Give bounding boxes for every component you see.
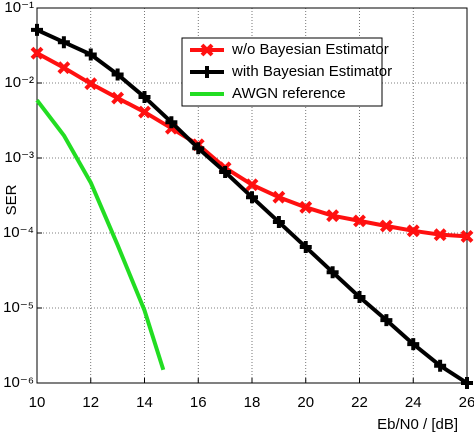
x-tick-label: 18 bbox=[244, 394, 261, 411]
marker bbox=[138, 91, 151, 104]
marker bbox=[192, 142, 205, 155]
marker bbox=[111, 68, 124, 81]
marker bbox=[272, 216, 285, 229]
x-tick-label: 14 bbox=[136, 394, 153, 411]
marker bbox=[201, 66, 213, 78]
marker bbox=[272, 190, 286, 204]
marker bbox=[111, 91, 125, 105]
marker bbox=[57, 36, 70, 49]
x-tick-label: 26 bbox=[459, 394, 474, 411]
marker bbox=[434, 359, 447, 372]
marker bbox=[219, 166, 232, 179]
series-line bbox=[35, 98, 166, 371]
marker bbox=[460, 230, 474, 243]
marker bbox=[138, 105, 151, 119]
x-tick-label: 10 bbox=[29, 394, 46, 411]
y-tick-label: 10⁻² bbox=[4, 74, 34, 91]
marker bbox=[461, 377, 473, 389]
marker bbox=[406, 224, 420, 238]
x-tick-label: 16 bbox=[190, 394, 207, 411]
marker bbox=[31, 23, 43, 36]
y-tick-label: 10⁻¹ bbox=[4, 0, 34, 16]
legend-label: w/o Bayesian Estimator bbox=[231, 41, 389, 58]
x-tick-label: 20 bbox=[297, 394, 314, 411]
y-tick-label: 10⁻⁴ bbox=[3, 224, 34, 241]
y-tick-label: 10⁻³ bbox=[4, 149, 34, 166]
marker bbox=[57, 61, 71, 75]
marker bbox=[30, 46, 44, 60]
marker bbox=[353, 291, 366, 304]
marker bbox=[380, 314, 393, 327]
marker bbox=[245, 178, 259, 192]
marker bbox=[407, 338, 420, 351]
y-tick-label: 10⁻⁶ bbox=[3, 374, 34, 391]
plot-frame bbox=[36, 7, 468, 384]
marker bbox=[433, 228, 447, 242]
marker bbox=[200, 43, 214, 57]
marker bbox=[379, 219, 393, 233]
marker bbox=[299, 241, 312, 254]
marker bbox=[326, 266, 339, 279]
marker bbox=[353, 214, 366, 228]
legend-label: with Bayesian Estimator bbox=[231, 63, 392, 80]
y-tick-label: 10⁻⁵ bbox=[3, 299, 34, 316]
x-tick-label: 12 bbox=[82, 394, 99, 411]
x-axis-label: Eb/N0 / [dB] bbox=[377, 416, 458, 433]
marker bbox=[84, 77, 98, 91]
x-tick-label: 22 bbox=[351, 394, 368, 411]
marker bbox=[84, 48, 97, 61]
legend-label: AWGN reference bbox=[232, 85, 346, 102]
marker bbox=[165, 116, 178, 129]
y-axis-label: SER bbox=[3, 184, 20, 215]
marker bbox=[299, 200, 313, 214]
marker bbox=[246, 191, 258, 204]
marker bbox=[326, 209, 340, 223]
x-tick-label: 24 bbox=[405, 394, 422, 411]
